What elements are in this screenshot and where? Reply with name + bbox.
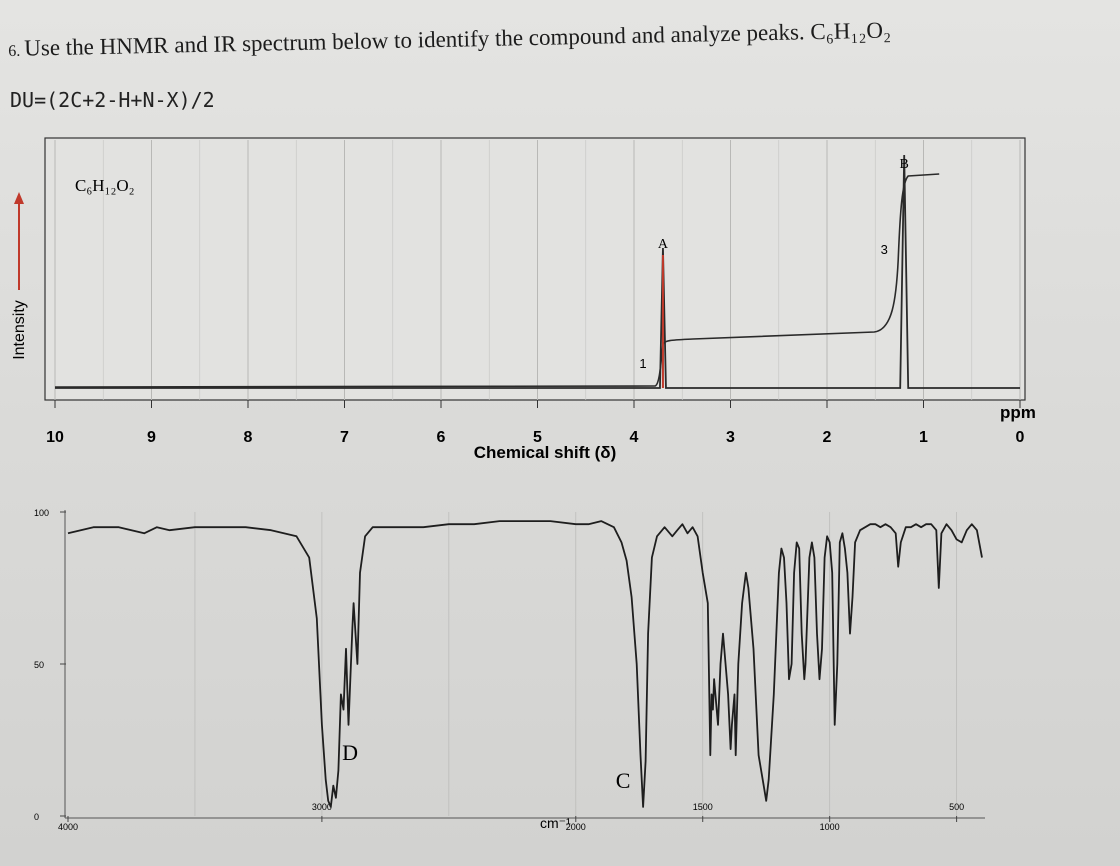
nmr-peak-label: A	[658, 237, 669, 252]
ir-annotation-label: D	[342, 740, 358, 765]
nmr-tick-label: 9	[147, 429, 156, 446]
ir-xlabel: cm⁻¹	[540, 815, 571, 831]
ir-x-tick-label: 4000	[58, 822, 78, 832]
ir-annotation-label: C	[616, 768, 631, 793]
nmr-tick-labels: 10 9 8 7 6 5 4 3 2 1 0	[46, 429, 1024, 446]
nmr-formula-label: C₆H₁₂O₂	[75, 176, 135, 195]
ir-y-tick-label: 50	[34, 660, 44, 670]
ir-grid	[194, 512, 958, 816]
nmr-tick-label: 2	[823, 429, 832, 446]
ir-x-tick-label: 3000	[312, 802, 332, 812]
nmr-tick-label: 7	[340, 429, 349, 446]
ir-x-tick-label: 500	[949, 802, 964, 812]
nmr-peaks: A 1 B 3	[639, 157, 909, 388]
nmr-peak-label: B	[900, 157, 909, 172]
intensity-arrowhead	[14, 192, 24, 204]
nmr-tick-label: 0	[1016, 429, 1025, 446]
ir-spectrum-line	[67, 520, 983, 808]
nmr-unit-label: ppm	[1000, 403, 1036, 422]
nmr-tick-label: 5	[533, 429, 542, 446]
nmr-integral-curve	[54, 173, 940, 388]
nmr-tick-label: 1	[919, 429, 928, 446]
nmr-tick-label: 10	[46, 429, 64, 446]
nmr-tick-label: 3	[726, 429, 735, 446]
nmr-tick-label: 6	[437, 429, 446, 446]
ir-x-tick-label: 1000	[820, 822, 840, 832]
ir-y-tick-label: 0	[34, 812, 39, 822]
nmr-plot-frame	[44, 137, 1026, 401]
nmr-integration-label: 3	[881, 242, 888, 257]
ir-y-tick-labels: 100 50 0	[34, 508, 66, 822]
ir-y-tick-label: 100	[34, 508, 49, 518]
nmr-ylabel: Intensity	[11, 300, 28, 360]
ir-annotations: DC	[342, 740, 630, 793]
nmr-grid	[54, 140, 1021, 408]
nmr-integration-label: 1	[639, 356, 646, 371]
ir-x-tick-label: 1500	[693, 802, 713, 812]
ir-x-tick-label: 2000	[566, 822, 586, 832]
ir-x-tick-labels: 4000 3000 2000 1500 1000 500	[58, 802, 964, 832]
nmr-xlabel: Chemical shift (δ)	[474, 443, 617, 462]
du-formula: DU=(2C+2-H+N-X)/2	[10, 88, 215, 112]
nmr-tick-label: 4	[630, 429, 639, 446]
nmr-tick-label: 8	[244, 429, 253, 446]
nmr-chart: 10 9 8 7 6 5 4 3 2 1 0 C₆H₁₂O₂ ppm Chemical shift …	[11, 137, 1036, 462]
